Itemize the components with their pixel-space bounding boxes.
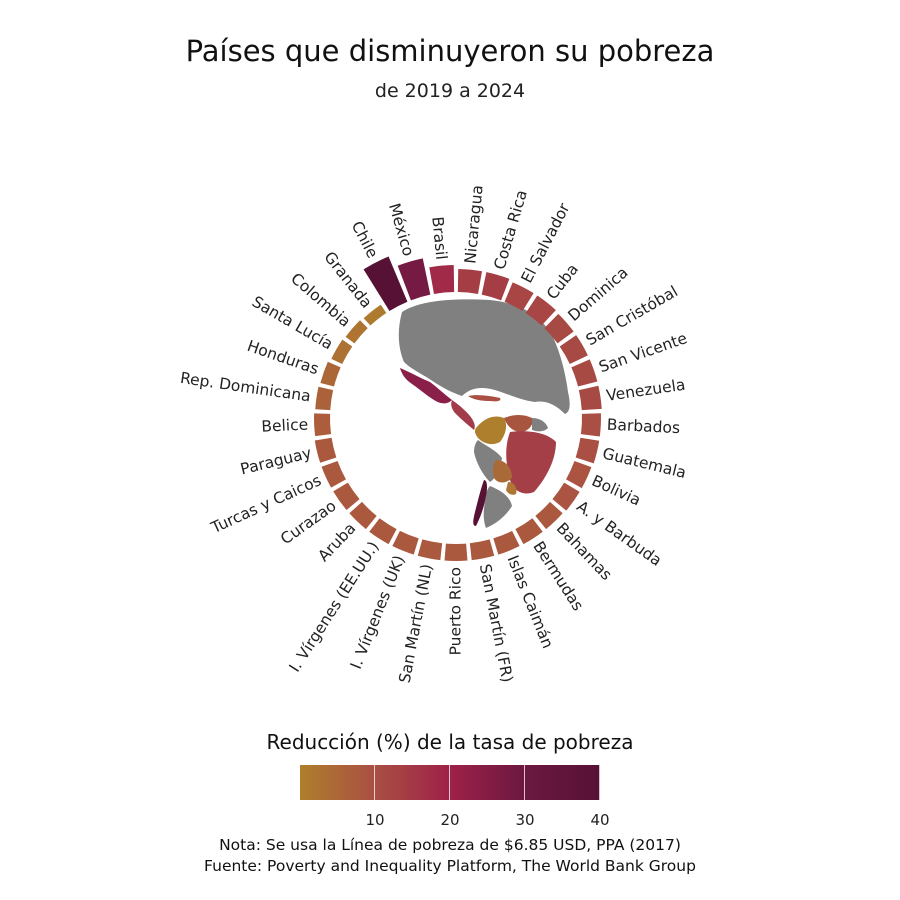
legend-tick-mark-20 [449,765,450,800]
category-label-cuba: Cuba [543,260,582,303]
guianas-shape [532,418,548,432]
category-label-mexico: México [385,201,418,258]
bar-venezuela [578,385,602,411]
legend-tick-label-20: 20 [440,811,460,829]
bar-paraguay [314,437,337,463]
legend-tick-label-10: 10 [365,811,385,829]
bar-turcas-y-caicos [321,460,346,488]
brazil-shape [506,431,556,494]
bars-group [314,256,602,562]
bar-rep-dominicana [315,386,334,411]
chile-shape [473,480,488,526]
bar-guatemala [575,437,600,464]
bar-honduras [320,361,341,387]
bar-chile [363,256,408,311]
bar-santa-lucia [331,339,353,364]
category-label-puerto-rico: Puerto Rico [447,567,465,655]
legend-tick-mark-10 [374,765,375,800]
bar-i-virgenes-uk [392,530,419,555]
category-label-san-martin-nl: San Martín (NL) [396,563,437,685]
bar-brasil [429,265,455,294]
legend-colorbar [300,765,600,800]
bar-curazao [333,482,360,511]
venezuela-shape [504,415,533,432]
source-line: Fuente: Poverty and Inequality Platform,… [204,857,696,875]
category-label-guatemala: Guatemala [601,444,688,482]
category-label-bolivia: Bolivia [589,472,644,510]
legend-tick-mark-40 [599,765,600,800]
bar-belice [314,413,332,437]
bar-barbados [580,413,601,437]
category-label-barbados: Barbados [606,416,680,437]
legend-tick-mark-30 [524,765,525,800]
category-label-chile: Chile [348,218,382,261]
chart-title: Países que disminuyeron su pobreza [185,34,715,68]
bar-costa-rica [481,272,510,301]
chart-subtitle: de 2019 a 2024 [374,80,526,102]
bar-san-cristobal [559,335,588,364]
bar-san-martin-nl [417,539,443,561]
bar-islas-caiman [493,530,520,555]
mexico-shape [400,368,452,404]
bar-aruba [349,501,377,530]
bar-colombia [345,320,368,344]
bar-nicaragua [457,269,483,294]
north-america-shape [398,299,570,414]
category-label-san-martin-fr: San Martín (FR) [476,563,516,684]
americas-map [398,299,570,528]
bar-mexico [397,258,431,301]
bar-bolivia [566,460,592,489]
legend-tick-label-30: 30 [515,811,535,829]
argentina-shape [483,486,512,528]
category-label-rep-dominicana: Rep. Dominicana [179,369,312,406]
category-label-costa-rica: Costa Rica [491,188,531,272]
bar-cuba [525,295,556,326]
bar-a-y-barbuda [552,482,580,511]
bar-san-vicente [571,359,598,387]
category-label-paraguay: Paraguay [239,444,314,479]
legend-tick-label-40: 40 [590,811,610,829]
note-line: Nota: Se usa la Línea de pobreza de $6.8… [219,836,681,854]
category-label-venezuela: Venezuela [605,376,686,405]
central-america-shape [451,400,475,430]
bar-bahamas [535,501,563,530]
bar-el-salvador [504,282,534,311]
legend-title: Reducción (%) de la tasa de pobreza [266,730,634,754]
paraguay-shape [506,482,517,495]
bar-bermudas [515,518,543,545]
caribbean-shape [468,395,501,402]
colombia-shape [474,416,507,445]
category-label-brasil: Brasil [428,216,450,261]
bar-dominica [544,313,574,344]
bolivia-shape [492,460,512,483]
bar-san-martin-fr [469,539,495,561]
category-label-aruba: Aruba [314,519,359,565]
category-label-nicaragua: Nicaragua [461,184,486,264]
bar-i-virgenes-ee-uu [369,518,397,545]
bar-granada [363,304,387,326]
category-label-belice: Belice [261,416,309,436]
bar-puerto-rico [444,543,468,562]
